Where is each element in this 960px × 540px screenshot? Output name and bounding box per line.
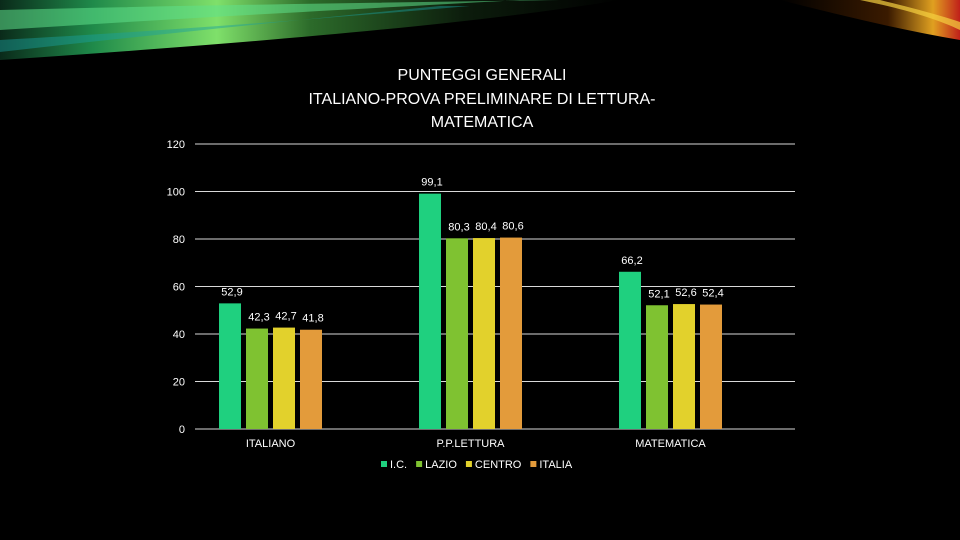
data-label: 52,4 [702, 288, 723, 300]
legend-label: I.C. [390, 459, 407, 471]
decorative-banner [0, 0, 960, 60]
bar [273, 327, 295, 429]
data-label: 42,7 [275, 311, 296, 323]
legend-label: CENTRO [475, 459, 522, 471]
y-tick-label: 100 [167, 187, 185, 199]
legend-label: ITALIA [539, 459, 572, 471]
chart-title: PUNTEGGI GENERALI ITALIANO-PROVA PRELIMI… [308, 67, 655, 131]
data-label: 52,9 [221, 286, 242, 298]
data-label: 80,6 [502, 221, 523, 233]
x-axis: ITALIANO P.P.LETTURA MATEMATICA [246, 438, 707, 450]
bars [219, 193, 722, 429]
data-label: 80,4 [475, 221, 496, 233]
y-tick-label: 80 [173, 234, 185, 246]
bar [446, 238, 468, 429]
data-label: 80,3 [448, 221, 469, 233]
data-labels: 52,9 42,3 42,7 41,8 99,1 80,3 80,4 80,6 66,2 52,1… [221, 177, 723, 325]
legend: I.C. LAZIO CENTRO ITALIA [381, 459, 573, 471]
legend-label: LAZIO [425, 459, 457, 471]
x-category-label: P.P.LETTURA [436, 438, 505, 450]
bar [219, 303, 241, 429]
bar [500, 237, 522, 429]
bar [300, 329, 322, 429]
bar [700, 304, 722, 429]
bar [619, 271, 641, 429]
bar [646, 305, 668, 429]
data-label: 52,1 [648, 288, 669, 300]
chart-title-line-3: MATEMATICA [431, 114, 534, 131]
y-tick-label: 40 [173, 329, 185, 341]
y-tick-label: 20 [173, 377, 185, 389]
bar [419, 193, 441, 429]
x-category-label: MATEMATICA [635, 438, 706, 450]
data-label: 52,6 [675, 287, 696, 299]
legend-swatch [381, 461, 387, 467]
chart-title-line-2: ITALIANO-PROVA PRELIMINARE DI LETTURA- [308, 91, 655, 108]
data-label: 42,3 [248, 312, 269, 324]
bar [673, 304, 695, 429]
legend-swatch [416, 461, 423, 467]
data-label: 66,2 [621, 255, 642, 267]
x-category-label: ITALIANO [246, 438, 296, 450]
y-tick-label: 60 [173, 282, 185, 294]
y-axis: 0 20 40 60 80 100 120 [167, 139, 185, 436]
bar [246, 328, 268, 429]
y-tick-label: 120 [167, 139, 185, 151]
legend-swatch [465, 461, 472, 467]
y-tick-label: 0 [179, 424, 185, 436]
chart-title-line-1: PUNTEGGI GENERALI [398, 67, 567, 84]
data-label: 99,1 [421, 177, 442, 189]
data-label: 41,8 [302, 313, 323, 325]
legend-swatch [530, 461, 537, 467]
bar [473, 238, 495, 429]
